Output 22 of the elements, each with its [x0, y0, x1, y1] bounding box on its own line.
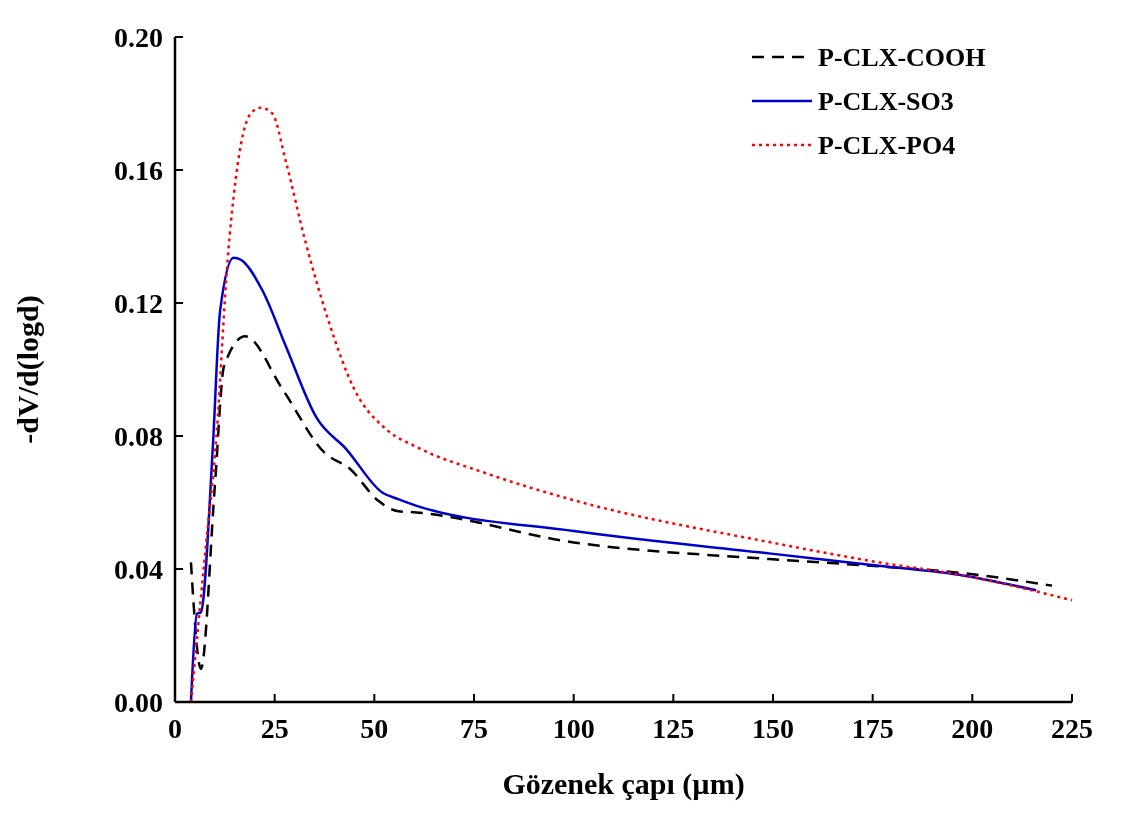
legend-label: P-CLX-SO3 — [818, 87, 954, 116]
y-tick-label: 0.08 — [114, 421, 163, 452]
x-tick-label: 150 — [752, 713, 794, 744]
y-tick-label: 0.12 — [114, 288, 163, 319]
y-axis-title: -dV/d(logd) — [11, 295, 45, 444]
x-tick-label: 25 — [260, 713, 289, 744]
x-tick-label: 75 — [460, 713, 488, 744]
legend-label: P-CLX-COOH — [818, 43, 986, 72]
y-tick-label: 0.04 — [114, 554, 163, 585]
y-tick-label: 0.16 — [114, 155, 163, 186]
y-tick-label: 0.20 — [114, 22, 163, 53]
x-tick-label: 0 — [168, 713, 182, 744]
x-tick-label: 50 — [360, 713, 389, 744]
y-tick-label: 0.00 — [114, 687, 163, 718]
x-tick-label: 100 — [552, 713, 595, 744]
x-tick-label: 200 — [951, 713, 994, 744]
line-series — [189, 335, 1054, 670]
x-axis-title: Gözenek çapı (µm) — [502, 767, 745, 801]
x-tick-label: 175 — [851, 713, 894, 744]
legend-label: P-CLX-PO4 — [818, 131, 956, 160]
x-tick-label: 125 — [652, 713, 695, 744]
x-tick-label: 225 — [1051, 713, 1093, 744]
